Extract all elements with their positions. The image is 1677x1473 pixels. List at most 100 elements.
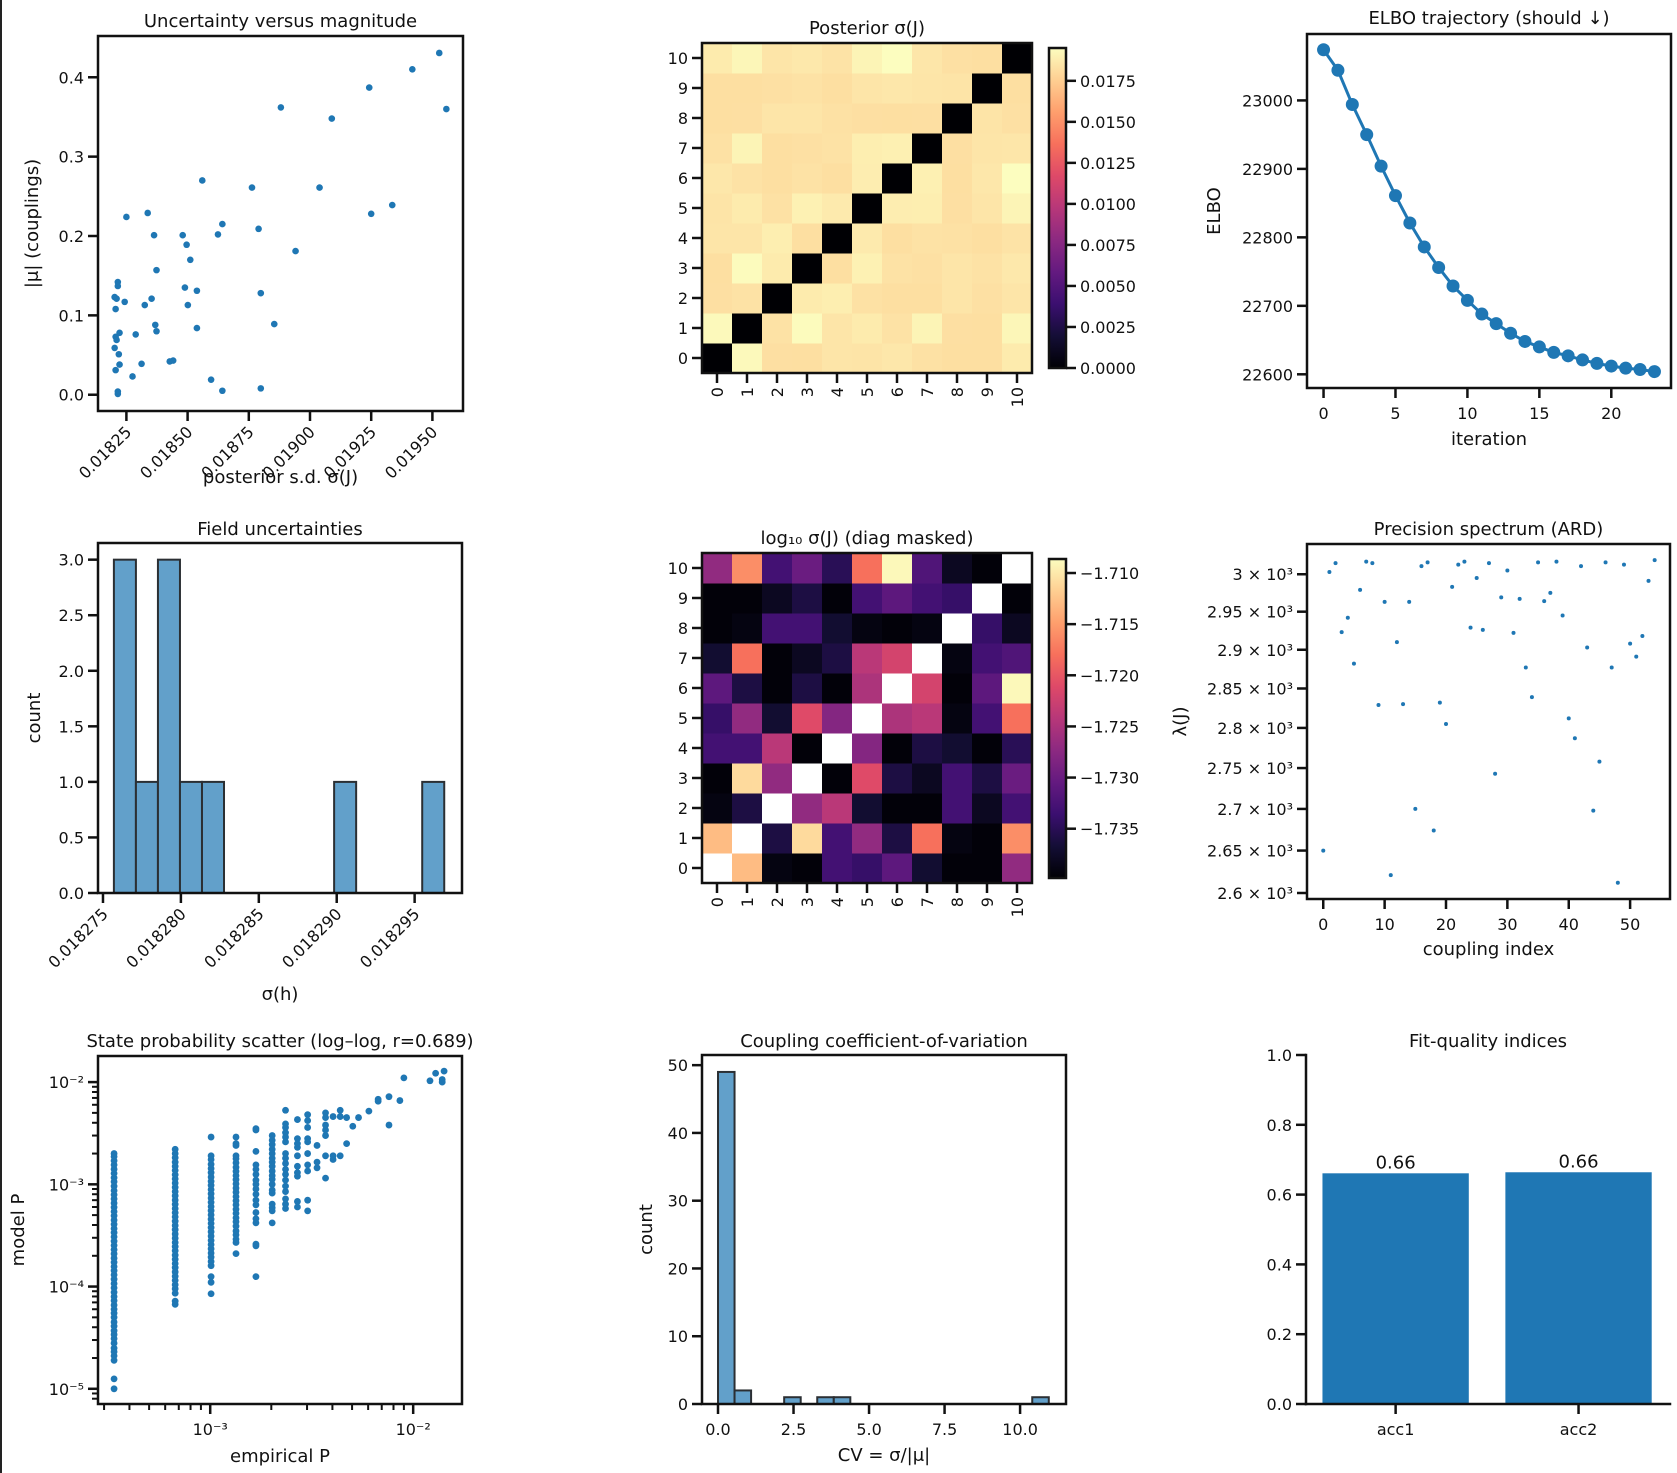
elbo-marker: [1604, 359, 1618, 373]
state-point: [207, 1133, 215, 1141]
state-point: [207, 1273, 215, 1281]
state-point: [322, 1174, 329, 1182]
heatmap-cell: [822, 643, 853, 674]
heatmap-cell: [972, 343, 1003, 374]
state-point: [268, 1186, 276, 1194]
heatmap-cell: [1002, 73, 1033, 104]
scatter-point: [114, 282, 122, 290]
heatmap-cell: [792, 253, 823, 284]
heatmap-cell: [882, 823, 913, 854]
state-point: [232, 1140, 240, 1148]
scatter-point: [141, 301, 149, 309]
heatmap-cell: [762, 163, 793, 194]
heatmap-cell: [942, 853, 973, 884]
field-uncertainty-hist-xtick-label: 0.018275: [44, 904, 111, 971]
heatmap-cell: [792, 103, 823, 134]
heatmap-cell: [912, 253, 943, 284]
heatmap-cell: [852, 853, 883, 884]
heatmap-cell: [1002, 253, 1033, 284]
log-sigma-heatmap-xtick-label: 2: [768, 897, 787, 907]
state-point: [304, 1161, 312, 1169]
scatter-point: [144, 209, 151, 217]
uncertainty-plot-xtick-label: 0.01850: [136, 422, 196, 482]
state-point: [207, 1160, 215, 1168]
heatmap-cell: [972, 73, 1003, 104]
precision-point: [1358, 587, 1363, 592]
uncertainty-plot-xtick-label: 0.01950: [381, 422, 441, 482]
heatmap-cell: [762, 313, 793, 344]
scatter-point: [148, 295, 155, 302]
heatmap-cell: [912, 733, 943, 764]
heatmap-cell: [882, 343, 913, 374]
heatmap-cell: [822, 583, 853, 614]
state-point: [282, 1176, 289, 1184]
state-point: [207, 1152, 215, 1160]
elbo-marker: [1576, 353, 1590, 367]
heatmap-cell: [792, 733, 823, 764]
state-point: [396, 1097, 404, 1104]
posterior-sigma-heatmap-ytick-label: 7: [678, 139, 688, 158]
field-uncertainty-hist-ytick-label: 0.0: [59, 884, 84, 903]
precision-plot-ylabel: λ(J): [1170, 706, 1191, 736]
elbo-marker: [1619, 361, 1633, 375]
heatmap-cell: [852, 763, 883, 794]
state-point: [282, 1200, 289, 1208]
scatter-point: [277, 104, 285, 111]
log-sigma-heatmap-ytick-label: 2: [678, 799, 688, 818]
fit-quality-plot-ytick-label: 0.2: [1267, 1325, 1292, 1344]
precision-point: [1628, 641, 1633, 646]
log-sigma-heatmap-xtick-label: 0: [708, 897, 727, 907]
log-sigma-heatmap-xtick-label: 10: [1008, 897, 1027, 917]
precision-point: [1333, 561, 1338, 566]
elbo-plot-xlabel: iteration: [1451, 429, 1527, 450]
elbo-marker: [1460, 293, 1474, 307]
state-point: [268, 1200, 276, 1208]
posterior-sigma-heatmap-colorbar: [1047, 46, 1068, 370]
heatmap-cell: [972, 553, 1003, 584]
state-point: [322, 1121, 329, 1129]
heatmap-cell: [1002, 133, 1033, 164]
heatmap-cell: [852, 643, 883, 674]
state-point: [252, 1161, 260, 1169]
log-sigma-heatmap-ytick-label: 0: [678, 859, 688, 878]
heatmap-cell: [762, 283, 793, 314]
state-point: [355, 1114, 362, 1121]
heatmap-cell: [852, 583, 883, 614]
heatmap-cell: [942, 283, 973, 314]
precision-point: [1621, 562, 1626, 567]
state-point: [336, 1113, 344, 1120]
heatmap-cell: [702, 133, 733, 164]
scatter-point: [181, 284, 189, 291]
heatmap-cell: [942, 553, 973, 584]
heatmap-cell: [762, 553, 793, 584]
elbo-plot-xtick-label: 20: [1601, 404, 1621, 423]
precision-plot-xtick-label: 50: [1620, 915, 1640, 934]
heatmap-cell: [882, 793, 913, 824]
heatmap-cell: [762, 253, 793, 284]
heatmap-cell: [702, 313, 733, 344]
precision-point: [1640, 633, 1645, 638]
heatmap-cell: [1002, 553, 1033, 584]
heatmap-cell: [1002, 793, 1033, 824]
field-uncertainty-hist-xtick-label: 0.018285: [200, 904, 267, 971]
precision-plot-ytick-label: 2.9 × 10³: [1217, 641, 1293, 660]
bar-acc1: [1322, 1173, 1469, 1404]
heatmap-cell: [912, 613, 943, 644]
heatmap-cell: [972, 283, 1003, 314]
scatter-point: [114, 390, 122, 398]
posterior-sigma-heatmap-xtick-label: 10: [1008, 387, 1027, 407]
uncertainty-plot-ytick-label: 0.0: [59, 386, 84, 405]
precision-point: [1376, 702, 1381, 707]
posterior-sigma-heatmap-ytick-label: 10: [668, 49, 688, 68]
state-point: [110, 1385, 118, 1393]
cv-hist-ylabel: count: [636, 1204, 657, 1255]
state-point: [268, 1167, 276, 1175]
state-point: [252, 1185, 260, 1193]
scatter-point: [115, 350, 123, 358]
heatmap-cell: [972, 733, 1003, 764]
heatmap-cell: [762, 43, 793, 74]
heatmap-cell: [972, 313, 1003, 344]
state-point: [282, 1150, 289, 1157]
state-point: [313, 1164, 321, 1172]
